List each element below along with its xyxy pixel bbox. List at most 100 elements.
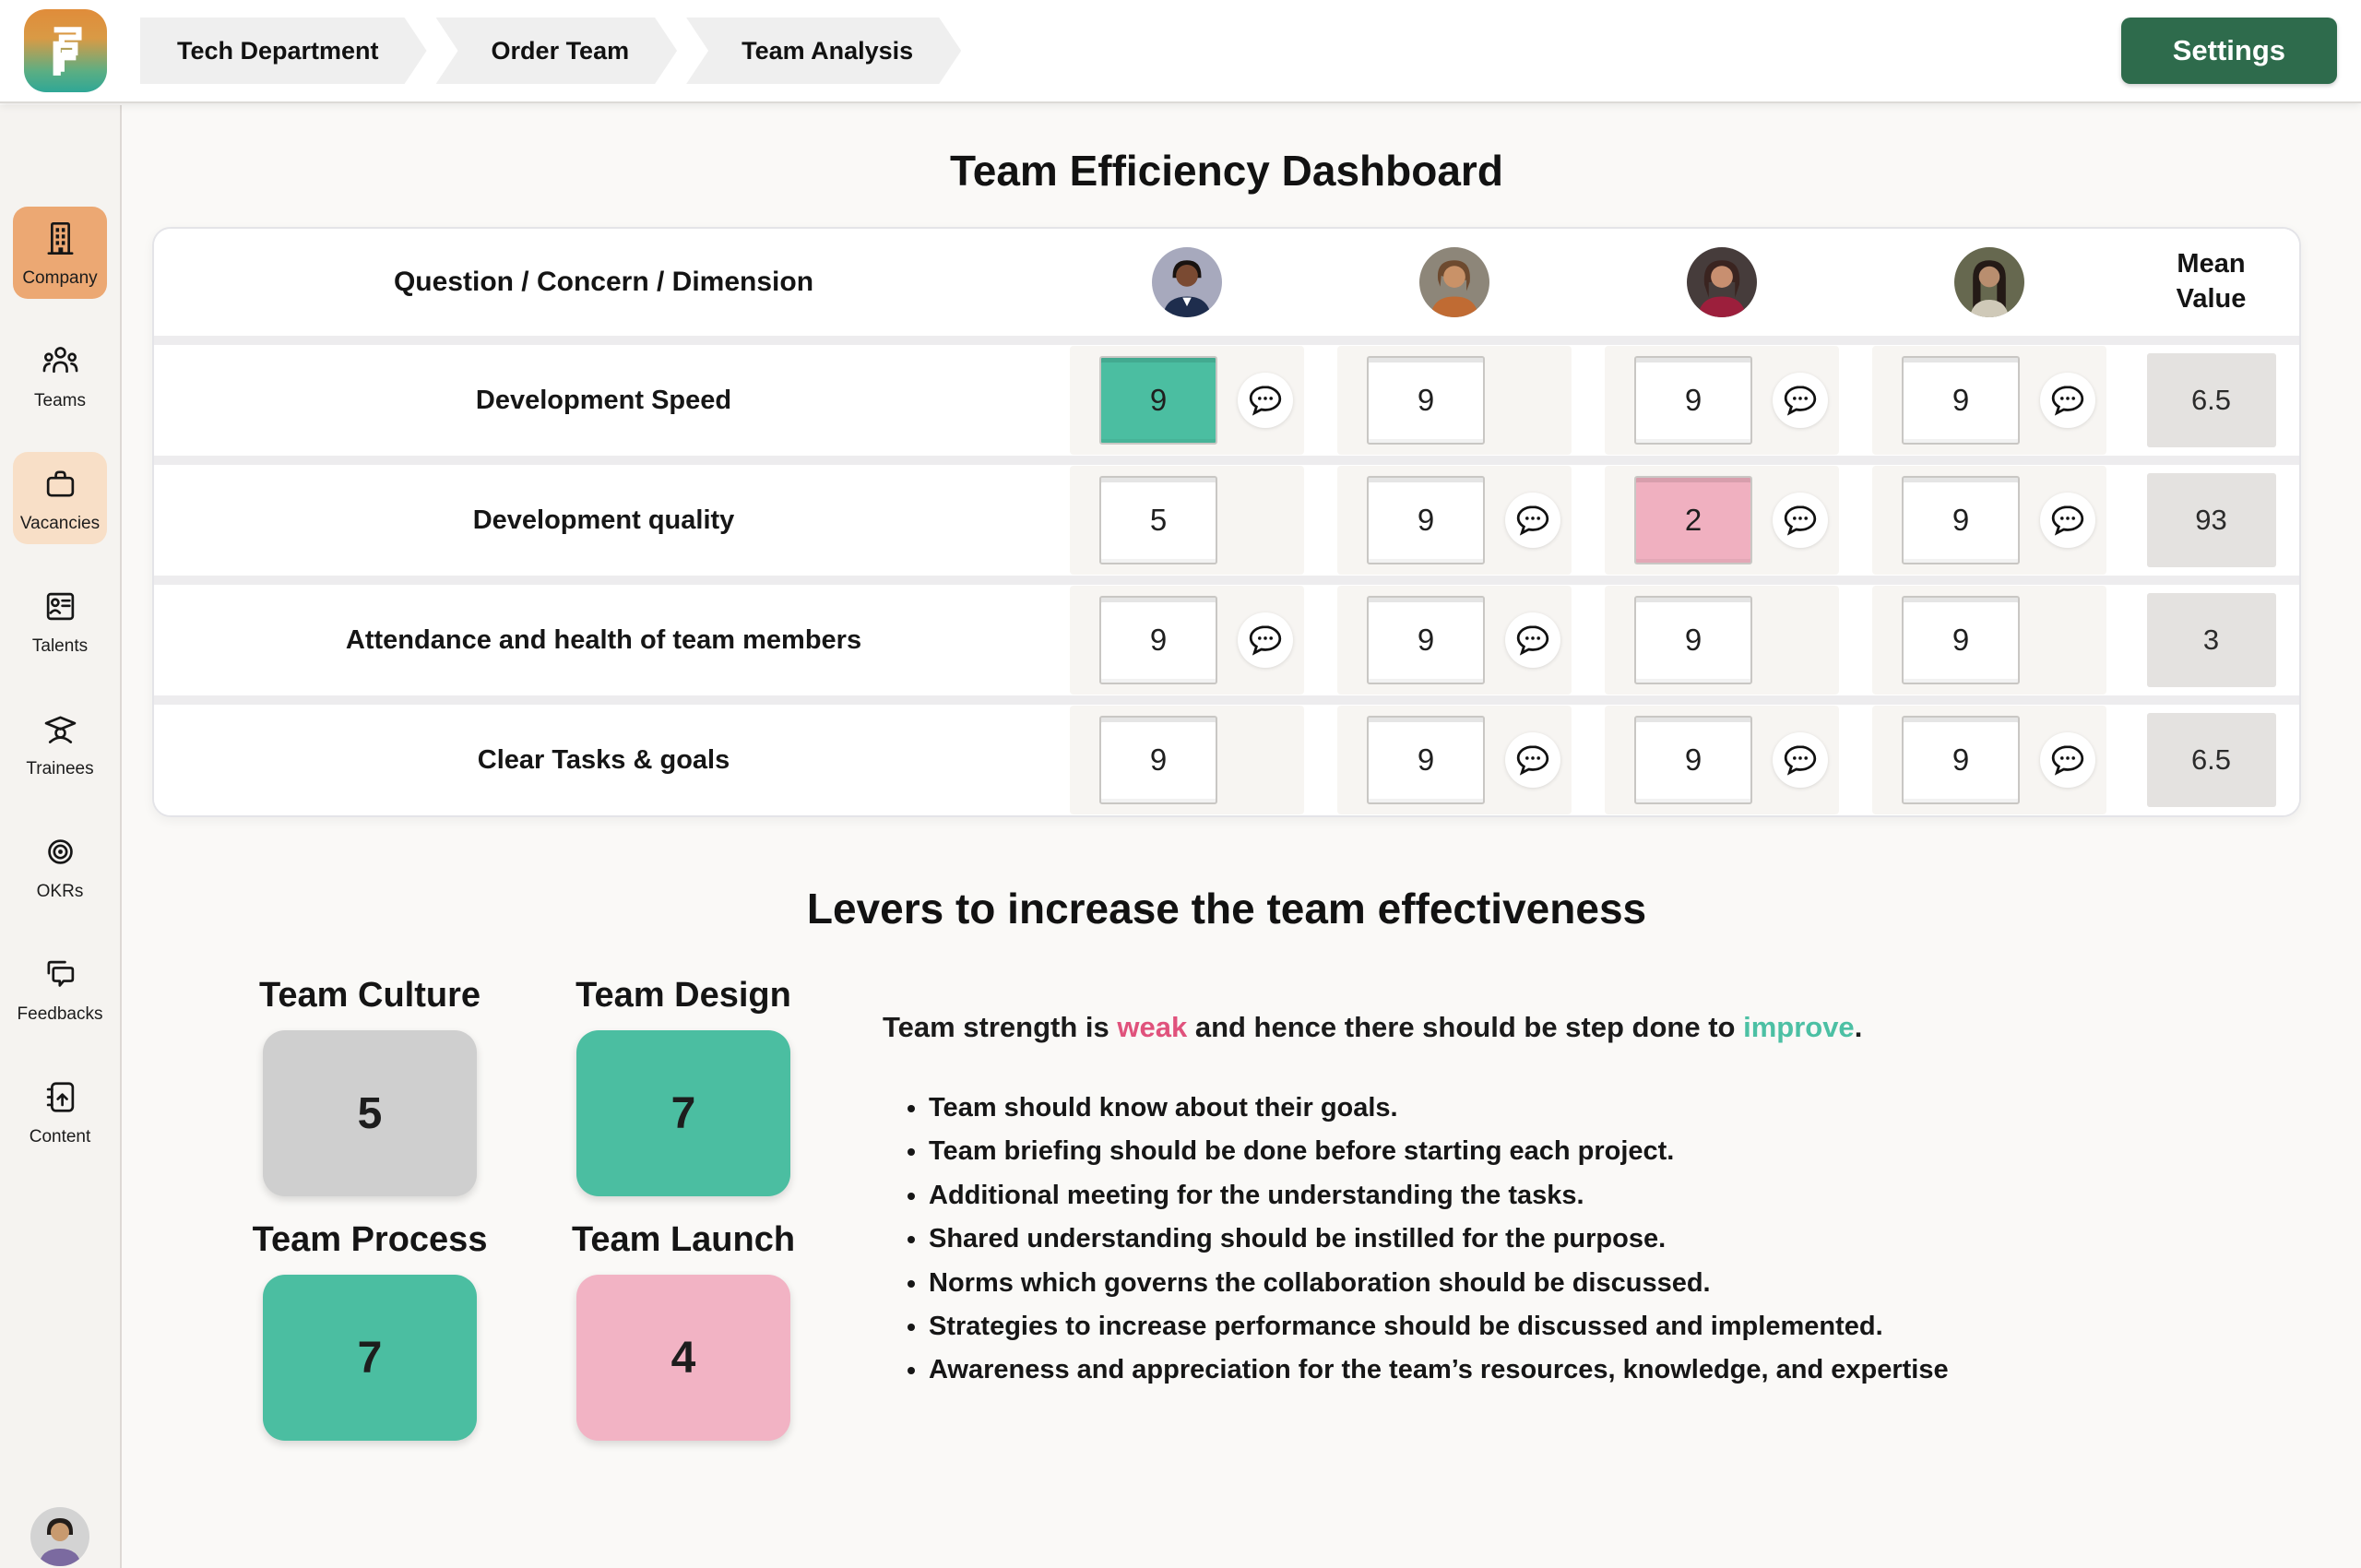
breadcrumb-item-order-team[interactable]: Order Team [436, 18, 678, 84]
lever-team-process: Team Process 7 [253, 1220, 487, 1441]
score-cell [1872, 346, 2106, 455]
comment-icon[interactable] [1238, 373, 1293, 428]
row-label: Clear Tasks & goals [477, 744, 730, 775]
topbar: Tech Department Order Team Team Analysis… [0, 0, 2361, 103]
recommendation-item: Team briefing should be done before star… [929, 1130, 1949, 1172]
sidebar-item-feedbacks[interactable]: Feedbacks [13, 943, 107, 1035]
summary-weak: weak [1117, 1011, 1188, 1043]
app-logo-icon [24, 9, 107, 92]
summary-prefix: Team strength is [883, 1011, 1118, 1043]
lever-team-design: Team Design 7 [575, 976, 791, 1196]
score-cell [1605, 466, 1839, 575]
lever-value: 5 [357, 1088, 383, 1138]
comment-icon[interactable] [1773, 493, 1828, 548]
building-icon [40, 218, 81, 264]
main-content: Team Efficiency Dashboard Question / Con… [124, 105, 2361, 1568]
mean-value: 3 [2146, 593, 2276, 687]
score-cell [1337, 586, 1572, 695]
score-cell [1337, 466, 1572, 575]
score-input[interactable] [1902, 596, 2020, 684]
recommendation-item: Shared understanding should be instilled… [929, 1218, 1949, 1260]
score-cell [1872, 466, 2106, 575]
lever-cards: Team Culture 5 Team Design 7 Team Proces… [253, 976, 795, 1441]
mean-value: 6.5 [2146, 353, 2276, 447]
lever-value: 7 [357, 1333, 383, 1383]
member-avatar [1152, 247, 1222, 317]
lever-value-card: 4 [576, 1275, 790, 1441]
recommendation-list: Team should know about their goals. Team… [883, 1087, 1949, 1392]
score-cell [1605, 706, 1839, 814]
comment-icon[interactable] [1505, 732, 1560, 788]
score-input[interactable] [1634, 476, 1752, 564]
profile-avatar[interactable] [30, 1507, 89, 1566]
efficiency-table: Question / Concern / Dimension [152, 227, 2301, 817]
summary-middle: and hence there should be step done to [1187, 1011, 1744, 1043]
score-input[interactable] [1902, 716, 2020, 804]
comment-icon[interactable] [2040, 732, 2095, 788]
comment-icon[interactable] [2040, 493, 2095, 548]
score-cell [1070, 466, 1304, 575]
score-cell [1337, 706, 1572, 814]
team-strength-summary: Team strength is weak and hence there sh… [883, 1011, 1949, 1044]
breadcrumb: Tech Department Order Team Team Analysis [140, 18, 961, 84]
score-input[interactable] [1634, 356, 1752, 445]
sidebar-item-teams[interactable]: Teams [13, 329, 107, 422]
score-input[interactable] [1099, 596, 1217, 684]
score-input[interactable] [1902, 476, 2020, 564]
lever-value-card: 7 [263, 1275, 477, 1441]
sidebar-item-talents[interactable]: Talents [13, 575, 107, 667]
recommendation-item: Awareness and appreciation for the team’… [929, 1348, 1949, 1391]
score-cell [1872, 586, 2106, 695]
recommendation-item: Norms which governs the collaboration sh… [929, 1262, 1949, 1304]
sidebar-item-vacancies[interactable]: Vacancies [13, 452, 107, 544]
member-avatar [1687, 247, 1757, 317]
breadcrumb-item-team-analysis[interactable]: Team Analysis [686, 18, 961, 84]
score-input[interactable] [1367, 716, 1485, 804]
score-cell [1605, 346, 1839, 455]
score-input[interactable] [1367, 356, 1485, 445]
settings-button[interactable]: Settings [2120, 18, 2337, 84]
score-input[interactable] [1634, 716, 1752, 804]
content-upload-icon [40, 1076, 81, 1123]
comment-icon[interactable] [1505, 493, 1560, 548]
comment-icon[interactable] [2040, 373, 2095, 428]
comment-icon[interactable] [1238, 612, 1293, 668]
lever-team-culture: Team Culture 5 [259, 976, 481, 1196]
sidebar-item-label: Content [29, 1126, 91, 1146]
score-cell [1337, 346, 1572, 455]
comment-icon[interactable] [1505, 612, 1560, 668]
score-input[interactable] [1099, 356, 1217, 445]
score-input[interactable] [1099, 476, 1217, 564]
score-cell [1605, 586, 1839, 695]
graduation-cap-icon [40, 708, 81, 754]
sidebar-item-company[interactable]: Company [13, 207, 107, 299]
recommendation-item: Team should know about their goals. [929, 1087, 1949, 1129]
sidebar-item-label: Talents [31, 636, 89, 656]
lever-value: 4 [670, 1333, 696, 1383]
comment-icon[interactable] [1773, 373, 1828, 428]
score-input[interactable] [1902, 356, 2020, 445]
score-input[interactable] [1099, 716, 1217, 804]
sidebar: Company Teams Vacancies [0, 105, 122, 1568]
score-input[interactable] [1367, 596, 1485, 684]
sidebar-item-content[interactable]: Content [13, 1065, 107, 1158]
table-row: Clear Tasks & goals 6.5 [154, 695, 2299, 815]
lever-label: Team Process [252, 1220, 488, 1259]
score-input[interactable] [1634, 596, 1752, 684]
row-label: Development quality [472, 505, 735, 535]
sidebar-item-trainees[interactable]: Trainees [13, 697, 107, 790]
summary-suffix: . [1854, 1011, 1863, 1043]
target-icon [40, 831, 81, 877]
sidebar-item-label: Trainees [26, 758, 94, 778]
lever-label: Team Culture [259, 976, 481, 1015]
comment-icon[interactable] [1773, 732, 1828, 788]
score-cell [1070, 346, 1304, 455]
sidebar-item-okrs[interactable]: OKRs [13, 820, 107, 912]
score-cell [1070, 706, 1304, 814]
feedback-bubbles-icon [40, 954, 81, 1000]
breadcrumb-item-tech-department[interactable]: Tech Department [140, 18, 427, 84]
score-input[interactable] [1367, 476, 1485, 564]
summary-improve: improve [1743, 1011, 1855, 1043]
lever-value-card: 7 [576, 1030, 790, 1196]
